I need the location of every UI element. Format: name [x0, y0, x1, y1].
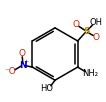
- Text: NH₂: NH₂: [82, 69, 98, 78]
- Text: OH: OH: [89, 18, 103, 27]
- Text: HO: HO: [40, 84, 53, 93]
- Text: +: +: [23, 59, 28, 64]
- Text: ⁻O: ⁻O: [5, 67, 16, 76]
- Text: O: O: [19, 49, 26, 58]
- Text: O: O: [72, 20, 79, 29]
- Text: O: O: [93, 33, 100, 42]
- Text: N: N: [19, 61, 27, 70]
- Text: S: S: [83, 27, 89, 36]
